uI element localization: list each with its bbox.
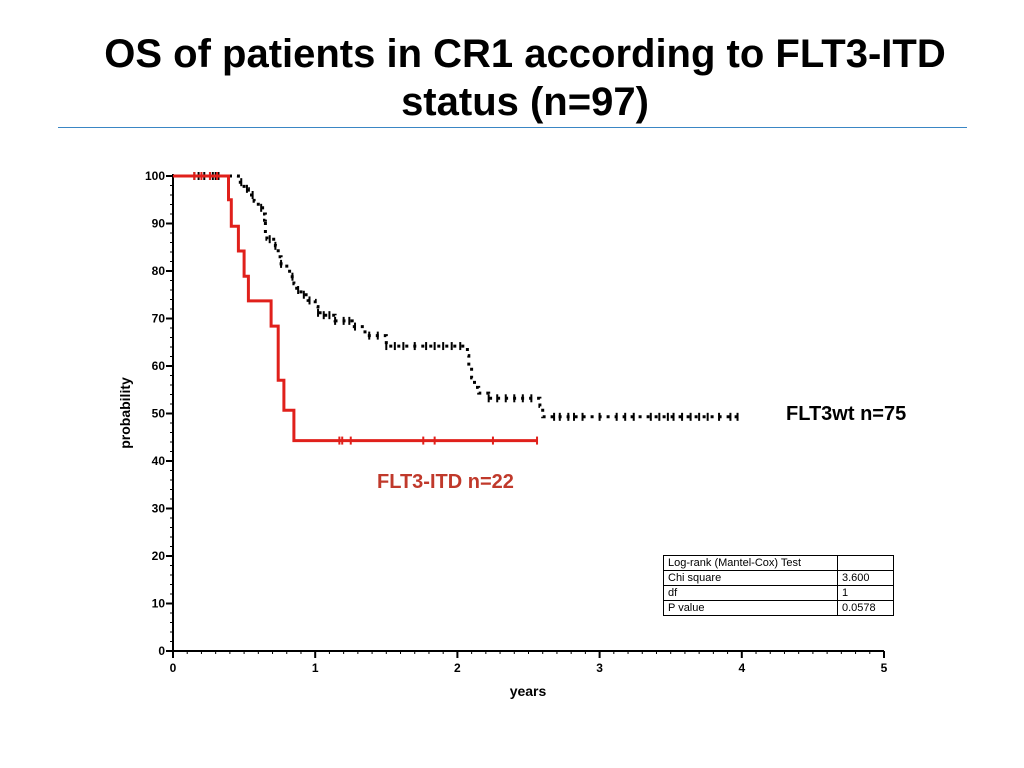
stats-row-value-df: 1 [837, 585, 894, 601]
x-tick-label: 3 [596, 661, 603, 675]
stats-table-row: P value 0.0578 [663, 600, 894, 616]
logrank-stats-table: Log-rank (Mantel-Cox) Test Chi square 3.… [663, 555, 894, 616]
y-tick-label: 40 [152, 454, 166, 468]
slide-title: OS of patients in CR1 according to FLT3-… [104, 32, 946, 124]
stats-table-row: df 1 [663, 585, 894, 601]
x-tick-label: 1 [312, 661, 319, 675]
title-divider [58, 127, 967, 128]
y-tick-label: 30 [152, 502, 166, 516]
stats-table-title: Log-rank (Mantel-Cox) Test [663, 555, 838, 571]
y-tick-label: 0 [158, 644, 165, 658]
y-tick-label: 90 [152, 217, 166, 231]
stats-table-empty-cell [837, 555, 894, 571]
y-tick-label: 80 [152, 264, 166, 278]
series-label-flt3wt: FLT3wt n=75 [786, 403, 906, 425]
x-axis-label: years [510, 683, 547, 699]
stats-row-label-df: df [663, 585, 838, 601]
chart-series [173, 172, 739, 445]
y-tick-label: 70 [152, 312, 166, 326]
stats-row-label-chi-square: Chi square [663, 570, 838, 586]
stats-table-row: Log-rank (Mantel-Cox) Test [663, 555, 894, 571]
y-tick-label: 50 [152, 407, 166, 421]
stats-table-row: Chi square 3.600 [663, 570, 894, 586]
x-tick-label: 0 [170, 661, 177, 675]
y-tick-label: 10 [152, 597, 166, 611]
x-tick-label: 4 [738, 661, 745, 675]
y-axis-label: probability [117, 377, 133, 449]
y-tick-label: 100 [145, 169, 165, 183]
y-tick-label: 20 [152, 549, 166, 563]
x-tick-label: 5 [881, 661, 888, 675]
stats-row-value-p-value: 0.0578 [837, 600, 894, 616]
x-tick-label: 2 [454, 661, 461, 675]
chart-axes: 0 10 20 30 40 50 60 70 80 90 100 0 1 2 3 4 5 [145, 169, 888, 675]
series-label-flt3itd: FLT3-ITD n=22 [377, 471, 514, 493]
stats-row-value-chi-square: 3.600 [837, 570, 894, 586]
y-tick-label: 60 [152, 359, 166, 373]
flt3wt-survival-line [173, 174, 738, 419]
stats-row-label-p-value: P value [663, 600, 838, 616]
flt3itd-survival-line [173, 174, 537, 443]
